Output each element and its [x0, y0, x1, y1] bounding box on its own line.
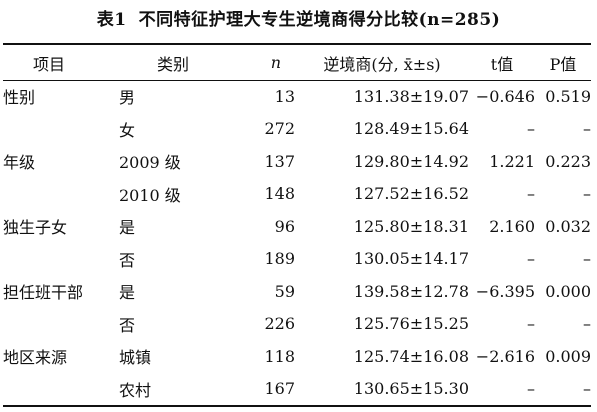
cell-t: −0.646: [475, 86, 535, 106]
cell-t: 2.160: [489, 216, 535, 236]
cell-score: 131.38±19.07: [353, 86, 469, 106]
cell-p: 0.519: [545, 86, 591, 106]
cell-score: 125.80±18.31: [353, 216, 469, 236]
header-t: t值: [490, 54, 514, 74]
header-n: n: [270, 53, 281, 72]
cell-n: 148: [264, 184, 295, 204]
cell-t: –: [527, 119, 535, 139]
cell-score: 127.52±16.52: [353, 184, 469, 204]
cell-t: 1.221: [489, 151, 535, 171]
cell-p: 0.032: [545, 216, 591, 236]
table-caption: 表1 不同特征护理大专生逆境商得分比较(n=285): [0, 5, 597, 30]
cell-t: −6.395: [475, 281, 535, 301]
table-row: 担任班干部 是 59 139.58±12.78 −6.395 0.000: [3, 275, 591, 308]
cell-item: [3, 308, 119, 341]
cell-n: 59: [274, 281, 295, 301]
top-rule: [3, 43, 591, 45]
table-row: 2010 级 148 127.52±16.52 – –: [3, 178, 591, 211]
cell-t: –: [527, 314, 535, 334]
cell-score: 139.58±12.78: [353, 281, 469, 301]
cell-p: 0.009: [545, 346, 591, 366]
table-row: 女 272 128.49±15.64 – –: [3, 113, 591, 146]
header-p: P值: [549, 54, 577, 74]
cell-score: 129.80±14.92: [353, 151, 469, 171]
cell-p: 0.000: [545, 281, 591, 301]
cell-p: –: [583, 314, 591, 334]
cell-score: 125.74±16.08: [353, 346, 469, 366]
cell-t: –: [527, 379, 535, 399]
cell-category: 女: [119, 120, 136, 140]
table-title: 不同特征护理大专生逆境商得分比较(n=285): [138, 10, 501, 30]
table-row: 独生子女 是 96 125.80±18.31 2.160 0.032: [3, 210, 591, 243]
cell-category: 2010 级: [119, 185, 181, 205]
cell-t: –: [527, 184, 535, 204]
cell-item: [3, 113, 119, 146]
cell-n: 189: [264, 249, 295, 269]
cell-category: 否: [119, 315, 136, 335]
cell-n: 118: [264, 346, 295, 366]
table-row: 否 226 125.76±15.25 – –: [3, 308, 591, 341]
data-table: 项目 类别 n 逆境商(分, x̄±s) t值 P值 性别 男 13 131.3…: [3, 45, 591, 405]
cell-p: –: [583, 184, 591, 204]
cell-n: 226: [264, 314, 295, 334]
cell-score: 130.65±15.30: [353, 379, 469, 399]
cell-p: –: [583, 119, 591, 139]
header-item: 项目: [33, 54, 66, 74]
cell-item: 担任班干部: [3, 283, 84, 303]
cell-item: 独生子女: [3, 218, 68, 238]
cell-item: [3, 243, 119, 276]
cell-p: –: [583, 249, 591, 269]
cell-n: 13: [274, 86, 295, 106]
header-category: 类别: [156, 54, 189, 74]
table-row: 否 189 130.05±14.17 – –: [3, 243, 591, 276]
cell-item: 性别: [3, 88, 36, 108]
table-row: 农村 167 130.65±15.30 – –: [3, 373, 591, 406]
cell-n: 272: [264, 119, 295, 139]
cell-category: 是: [119, 218, 136, 238]
table-row: 性别 男 13 131.38±19.07 −0.646 0.519: [3, 80, 591, 113]
header-rule: [3, 80, 591, 81]
cell-category: 城镇: [119, 348, 152, 368]
table-number: 表1: [96, 10, 127, 30]
table-row: 地区来源 城镇 118 125.74±16.08 −2.616 0.009: [3, 340, 591, 373]
header-row: 项目 类别 n 逆境商(分, x̄±s) t值 P值: [3, 45, 591, 80]
cell-score: 130.05±14.17: [353, 249, 469, 269]
header-score: 逆境商(分, x̄±s): [323, 54, 441, 74]
cell-p: 0.223: [545, 151, 591, 171]
cell-n: 167: [264, 379, 295, 399]
cell-item: [3, 373, 119, 406]
cell-t: −2.616: [475, 346, 535, 366]
cell-category: 是: [119, 283, 136, 303]
cell-p: –: [583, 379, 591, 399]
cell-t: –: [527, 249, 535, 269]
table-row: 年级 2009 级 137 129.80±14.92 1.221 0.223: [3, 145, 591, 178]
cell-item: 地区来源: [3, 348, 68, 368]
bottom-rule: [3, 405, 591, 407]
cell-n: 137: [264, 151, 295, 171]
cell-category: 农村: [119, 380, 152, 400]
cell-score: 125.76±15.25: [353, 314, 469, 334]
cell-item: [3, 178, 119, 211]
cell-category: 否: [119, 250, 136, 270]
cell-category: 2009 级: [119, 153, 181, 173]
cell-n: 96: [274, 216, 295, 236]
cell-item: 年级: [3, 153, 36, 173]
cell-score: 128.49±15.64: [353, 119, 469, 139]
cell-category: 男: [119, 88, 136, 108]
